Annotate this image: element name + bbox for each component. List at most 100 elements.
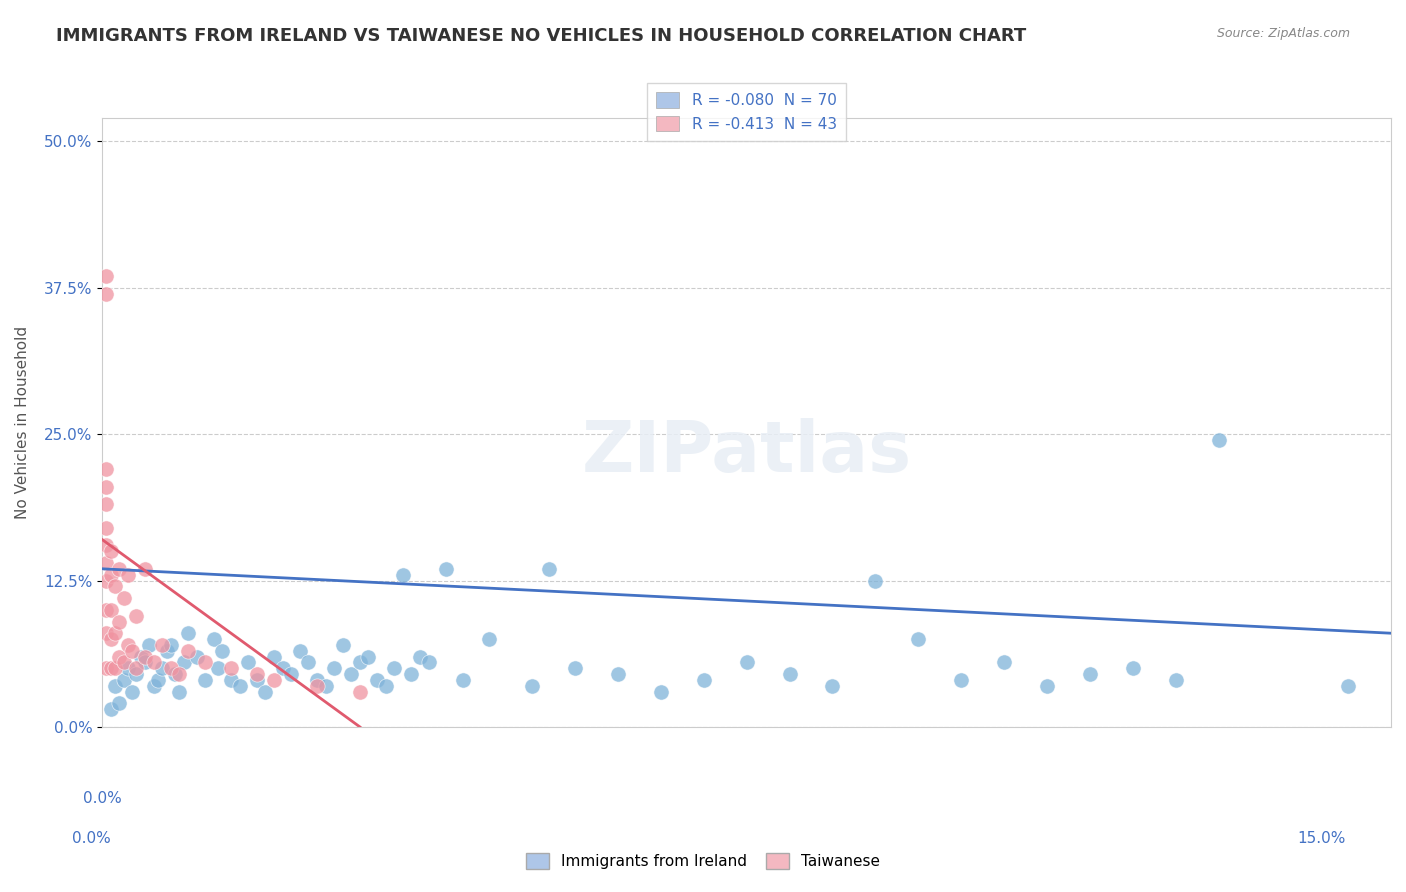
Point <box>96 268 118 283</box>
Point <box>138 638 160 652</box>
Point <box>146 673 169 687</box>
Point <box>323 661 346 675</box>
Text: Source: ZipAtlas.com: Source: ZipAtlas.com <box>1216 27 1350 40</box>
Point <box>366 673 388 687</box>
Point <box>117 638 139 652</box>
Point <box>96 626 118 640</box>
Point <box>409 649 432 664</box>
Point <box>108 562 131 576</box>
Point <box>520 679 543 693</box>
Point <box>108 697 131 711</box>
Point <box>142 679 165 693</box>
Point <box>169 667 191 681</box>
Point <box>950 673 973 687</box>
Point <box>280 667 302 681</box>
Point <box>1166 673 1188 687</box>
Point <box>117 661 139 675</box>
Point <box>112 673 135 687</box>
Point <box>349 656 371 670</box>
Point <box>1337 679 1360 693</box>
Point <box>228 679 250 693</box>
Point <box>169 685 191 699</box>
Point <box>207 661 229 675</box>
Point <box>254 685 277 699</box>
Point <box>211 644 233 658</box>
Point <box>692 673 714 687</box>
Point <box>100 702 122 716</box>
Point <box>1208 433 1230 447</box>
Point <box>100 603 122 617</box>
Point <box>305 679 328 693</box>
Text: ZIPatlas: ZIPatlas <box>582 418 911 487</box>
Point <box>117 567 139 582</box>
Point <box>96 574 118 588</box>
Point <box>246 673 269 687</box>
Point <box>160 638 183 652</box>
Point <box>96 556 118 570</box>
Point <box>108 649 131 664</box>
Point <box>993 656 1015 670</box>
Point <box>155 644 177 658</box>
Point <box>271 661 294 675</box>
Point <box>340 667 363 681</box>
Point <box>125 608 148 623</box>
Point <box>142 656 165 670</box>
Point <box>177 644 200 658</box>
Point <box>160 661 183 675</box>
Point <box>1078 667 1101 681</box>
Y-axis label: No Vehicles in Household: No Vehicles in Household <box>15 326 30 519</box>
Text: 0.0%: 0.0% <box>83 791 121 806</box>
Point <box>537 562 560 576</box>
Point <box>165 667 187 681</box>
Point <box>96 286 118 301</box>
Point <box>418 656 440 670</box>
Point <box>121 685 143 699</box>
Point <box>194 656 217 670</box>
Point <box>129 649 152 664</box>
Point <box>173 656 195 670</box>
Point <box>100 632 122 646</box>
Point <box>125 661 148 675</box>
Point <box>100 544 122 558</box>
Point <box>606 667 628 681</box>
Point <box>112 591 135 605</box>
Point <box>100 661 122 675</box>
Text: 0.0%: 0.0% <box>72 831 111 846</box>
Point <box>96 661 118 675</box>
Point <box>186 649 208 664</box>
Point <box>202 632 225 646</box>
Point <box>96 521 118 535</box>
Point <box>150 638 173 652</box>
Text: IMMIGRANTS FROM IRELAND VS TAIWANESE NO VEHICLES IN HOUSEHOLD CORRELATION CHART: IMMIGRANTS FROM IRELAND VS TAIWANESE NO … <box>56 27 1026 45</box>
Legend: R = -0.080  N = 70, R = -0.413  N = 43: R = -0.080 N = 70, R = -0.413 N = 43 <box>647 83 846 141</box>
Point <box>357 649 380 664</box>
Point <box>451 673 474 687</box>
Point <box>374 679 396 693</box>
Point <box>382 661 405 675</box>
Point <box>194 673 217 687</box>
Point <box>219 661 242 675</box>
Point <box>907 632 929 646</box>
Point <box>96 603 118 617</box>
Point <box>401 667 423 681</box>
Point <box>478 632 501 646</box>
Point <box>238 656 260 670</box>
Point <box>96 497 118 511</box>
Point <box>108 615 131 629</box>
Point <box>349 685 371 699</box>
Point <box>112 656 135 670</box>
Point <box>332 638 354 652</box>
Point <box>263 673 285 687</box>
Point <box>1036 679 1059 693</box>
Point <box>104 626 127 640</box>
Point <box>735 656 758 670</box>
Point <box>821 679 844 693</box>
Point <box>121 644 143 658</box>
Point <box>125 667 148 681</box>
Point <box>150 661 173 675</box>
Point <box>100 567 122 582</box>
Point <box>104 579 127 593</box>
Point <box>104 661 127 675</box>
Point <box>96 462 118 476</box>
Point <box>305 673 328 687</box>
